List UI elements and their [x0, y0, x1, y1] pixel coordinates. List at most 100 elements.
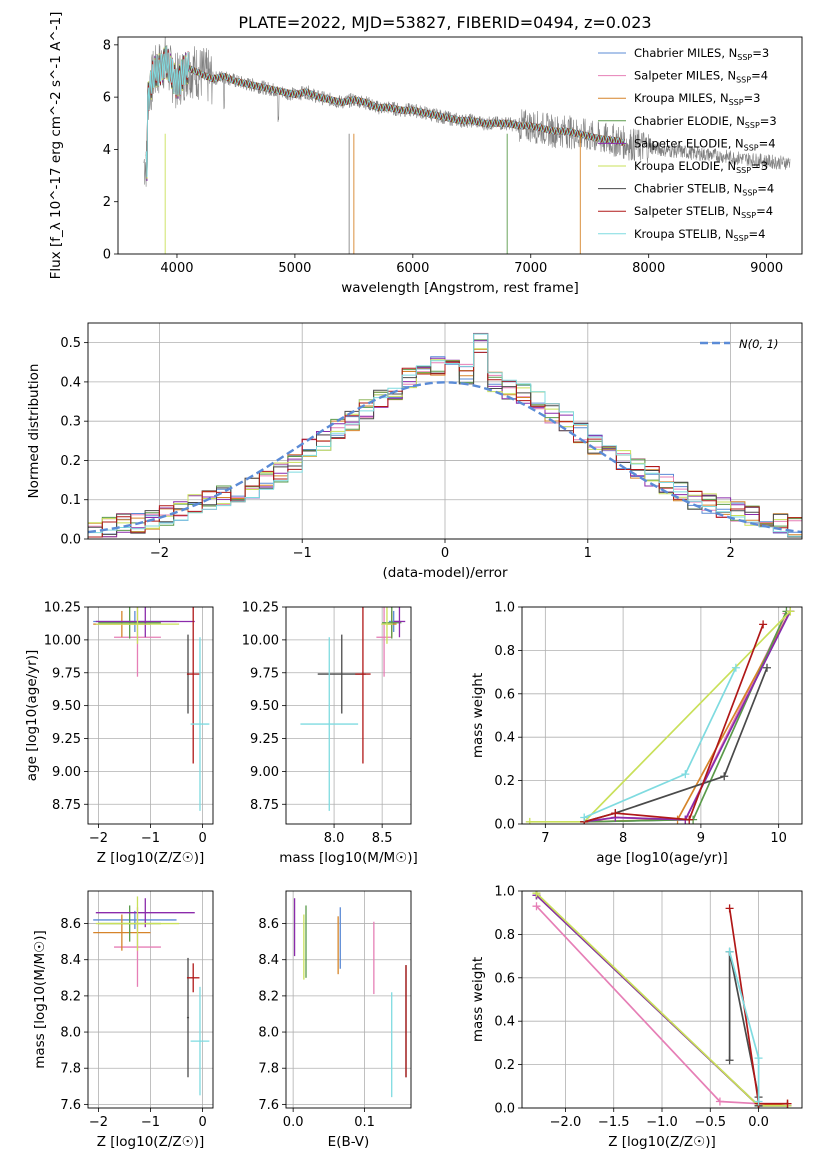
- x-tick-label: 0: [198, 1115, 206, 1130]
- errorbar-point-4: [95, 607, 195, 638]
- legend-nssp: N: [736, 114, 745, 128]
- legend-sub: SSP: [744, 143, 759, 152]
- x-tick-label: 7: [541, 831, 549, 846]
- series-marker: [754, 1097, 763, 1106]
- y-tick-label: 8.6: [258, 917, 279, 932]
- histogram-7: [88, 351, 802, 539]
- data-spectrum-line: [143, 37, 791, 187]
- y-tick-label: 7.8: [60, 1062, 81, 1077]
- plot-area-mass-vs-Z: [93, 896, 210, 1096]
- x-tick-label: 5000: [278, 261, 311, 276]
- legend-sub: SSP: [729, 98, 744, 107]
- x-tick-label: 8.0: [324, 831, 345, 846]
- x-axis-label: Z [log10(Z/Z☉)]: [97, 850, 205, 866]
- y-tick-label: 9.75: [250, 666, 279, 681]
- errorbar-point-7: [355, 607, 371, 764]
- y-axis-label: mass weight: [470, 957, 486, 1042]
- legend-nssp: N: [720, 91, 729, 105]
- legend-nssp: N: [729, 46, 738, 60]
- y-tick-label: 9.00: [52, 765, 81, 780]
- series-marker: [759, 620, 768, 629]
- y-tick-label: 0.0: [494, 818, 515, 833]
- y-tick-label: 0.1: [60, 493, 81, 508]
- axes-frame: [117, 36, 803, 255]
- legend-nssp: N: [727, 159, 736, 173]
- series-line: [583, 624, 764, 823]
- axes-age-vs-mass: 8.0 8.5 8.75 9.00 9.25 9.50 9.75 10.00 10.25 mass…: [242, 601, 418, 867]
- y-tick-label: 0.2: [494, 774, 515, 789]
- x-tick-label: 9: [697, 831, 705, 846]
- legend-sub: SSP: [734, 234, 749, 243]
- legend-eq: =4: [757, 182, 774, 196]
- y-axis-label: Normed distribution: [26, 364, 42, 499]
- y-tick-label: 9.25: [250, 732, 279, 747]
- plot-area-age-vs-Z: [93, 607, 210, 811]
- legend-label: N(0, 1): [739, 337, 779, 351]
- y-tick-label: 8.75: [52, 798, 81, 813]
- model-spectrum-5: [145, 47, 626, 179]
- axes-mass-vs-ebv: 0.0 0.1 7.6 7.8 8.0 8.2 8.4 8.6 E(B-V): [258, 890, 412, 1150]
- series-line: [584, 610, 792, 823]
- series-marker: [725, 1056, 734, 1065]
- x-tick-label: 0: [198, 831, 206, 846]
- legend-nssp: N: [734, 182, 743, 196]
- x-axis-label: mass [log10(M/M☉)]: [279, 850, 418, 866]
- errorbar-point-6: [186, 957, 190, 1078]
- series-marker: [532, 902, 541, 911]
- series-marker: [725, 904, 734, 913]
- legend-label: Salpeter ELODIE, NSSP=4: [634, 136, 776, 152]
- errorbar-point-5: [381, 607, 393, 644]
- y-tick-label: 0.5: [60, 336, 81, 351]
- errorbar-point-5: [95, 607, 180, 644]
- y-tick-label: 8.75: [250, 798, 279, 813]
- legend-label: Kroupa ELODIE, NSSP=3: [634, 159, 768, 175]
- series-marker: [532, 891, 541, 898]
- figure-title: PLATE=2022, MJD=53827, FIBERID=0494, z=0…: [238, 13, 651, 32]
- y-tick-label: 10.25: [242, 601, 279, 616]
- y-tick-label: 9.25: [52, 732, 81, 747]
- y-tick-label: 0: [103, 248, 111, 263]
- x-tick-label: 7000: [514, 261, 547, 276]
- series-marker: [715, 1097, 724, 1106]
- x-tick-label: 0.0: [748, 1115, 769, 1130]
- y-tick-label: 8.0: [258, 1026, 279, 1041]
- legend-eq: =3: [744, 91, 761, 105]
- legend-sub: SSP: [742, 189, 757, 198]
- y-tick-label: 0.2: [60, 454, 81, 469]
- model-spectrum-0: [145, 48, 625, 176]
- x-axis-label: (data-model)/error: [382, 565, 508, 581]
- x-tick-label: −1.5: [598, 1115, 630, 1130]
- y-tick-label: 8.4: [258, 953, 279, 968]
- axes-spectrum: 4000 5000 6000 7000 8000 9000 0 2 4 6 8 wavelength …: [48, 12, 803, 296]
- errorbar-point-7: [186, 607, 200, 764]
- x-tick-label: 8000: [632, 261, 665, 276]
- y-tick-label: 2: [103, 195, 111, 210]
- series-marker: [786, 607, 795, 616]
- series-marker: [720, 772, 729, 781]
- legend-eq: =4: [751, 69, 768, 83]
- legend-nssp: N: [725, 227, 734, 241]
- series-marker: [580, 813, 589, 822]
- y-tick-label: 4: [103, 143, 111, 158]
- x-tick-label: 10: [770, 831, 787, 846]
- x-tick-label: −1.0: [646, 1115, 678, 1130]
- errorbar-point-3: [98, 607, 161, 639]
- axes-frame: [285, 890, 412, 1109]
- y-tick-label: 8.6: [60, 917, 81, 932]
- y-tick-label: 9.50: [52, 699, 81, 714]
- x-tick-label: 9000: [750, 261, 783, 276]
- legend-eq: =3: [752, 46, 769, 60]
- series-marker: [685, 815, 694, 824]
- legend-nssp: N: [735, 136, 744, 150]
- x-tick-label: 8: [619, 831, 627, 846]
- legend-nssp: N: [727, 69, 736, 83]
- x-tick-label: 4000: [160, 261, 193, 276]
- y-tick-label: 0.0: [494, 1102, 515, 1117]
- plot-area-mass-vs-ebv: [293, 898, 407, 1098]
- spectrum-legend: Chabrier MILES, NSSP=3 Salpeter MILES, NS…: [598, 46, 777, 243]
- series-marker: [783, 1099, 792, 1108]
- y-tick-label: 9.00: [250, 765, 279, 780]
- legend-sub: SSP: [737, 53, 752, 62]
- errorbar-point-2: [93, 914, 151, 951]
